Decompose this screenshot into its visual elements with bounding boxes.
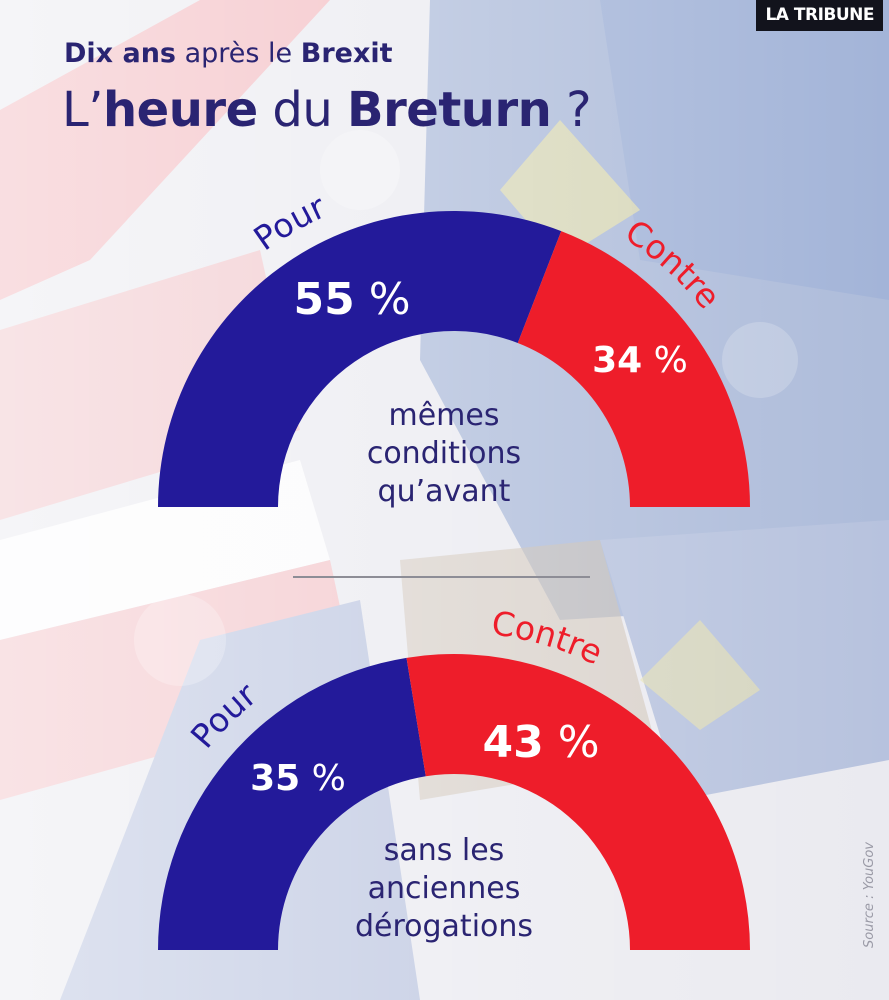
page-subtitle: Dix ans après le Brexit xyxy=(64,38,393,69)
value-unit: % xyxy=(642,340,688,381)
value-number: 34 xyxy=(592,340,642,381)
gauge-center-label-1: mêmes conditions qu’avant xyxy=(294,397,594,511)
title-part: L’ xyxy=(62,82,104,138)
center-label-line: dérogations xyxy=(354,909,534,944)
source-note: Source : YouGov xyxy=(862,841,877,948)
subtitle-part: Brexit xyxy=(300,38,393,69)
value-label-contre: 43 % xyxy=(482,717,599,768)
gauge-segment-contre xyxy=(406,653,750,950)
subtitle-part: Dix ans xyxy=(64,38,176,69)
value-label-pour: 55 % xyxy=(293,274,410,325)
value-number: 55 xyxy=(293,274,354,325)
value-unit: % xyxy=(300,758,346,799)
title-part: heure xyxy=(103,82,258,138)
value-label-pour: 35 % xyxy=(250,758,346,799)
center-label-line: conditions xyxy=(366,436,522,471)
gauge-chart-1: 55 % 34 % Pour Contre mêmes conditions qu’a… xyxy=(158,187,750,511)
center-label-line: anciennes xyxy=(367,871,521,906)
value-number: 43 xyxy=(482,717,543,768)
divider xyxy=(293,576,590,578)
gauge-center-label-2: sans les anciennes dérogations xyxy=(294,832,594,946)
gauge-segment-pour xyxy=(158,211,562,507)
center-label-line: sans les xyxy=(383,833,505,868)
page-title: L’heure du Breturn ? xyxy=(62,82,592,138)
gauge-segment-pour xyxy=(157,657,426,950)
subtitle-part: après le xyxy=(176,38,301,69)
gauge-segment-contre xyxy=(517,231,750,507)
brand-logo: LA TRIBUNE xyxy=(756,0,883,31)
title-part: Breturn xyxy=(347,82,552,138)
value-unit: % xyxy=(544,717,600,768)
value-unit: % xyxy=(355,274,411,325)
value-label-contre: 34 % xyxy=(592,340,688,381)
center-label-line: qu’avant xyxy=(377,474,511,509)
title-part: ? xyxy=(551,82,592,138)
title-part: du xyxy=(257,82,348,138)
center-label-line: mêmes xyxy=(388,398,500,433)
value-number: 35 xyxy=(250,758,300,799)
gauge-chart-2: 35 % 43 % Pour Contre sans les anciennes dé… xyxy=(0,560,889,1000)
